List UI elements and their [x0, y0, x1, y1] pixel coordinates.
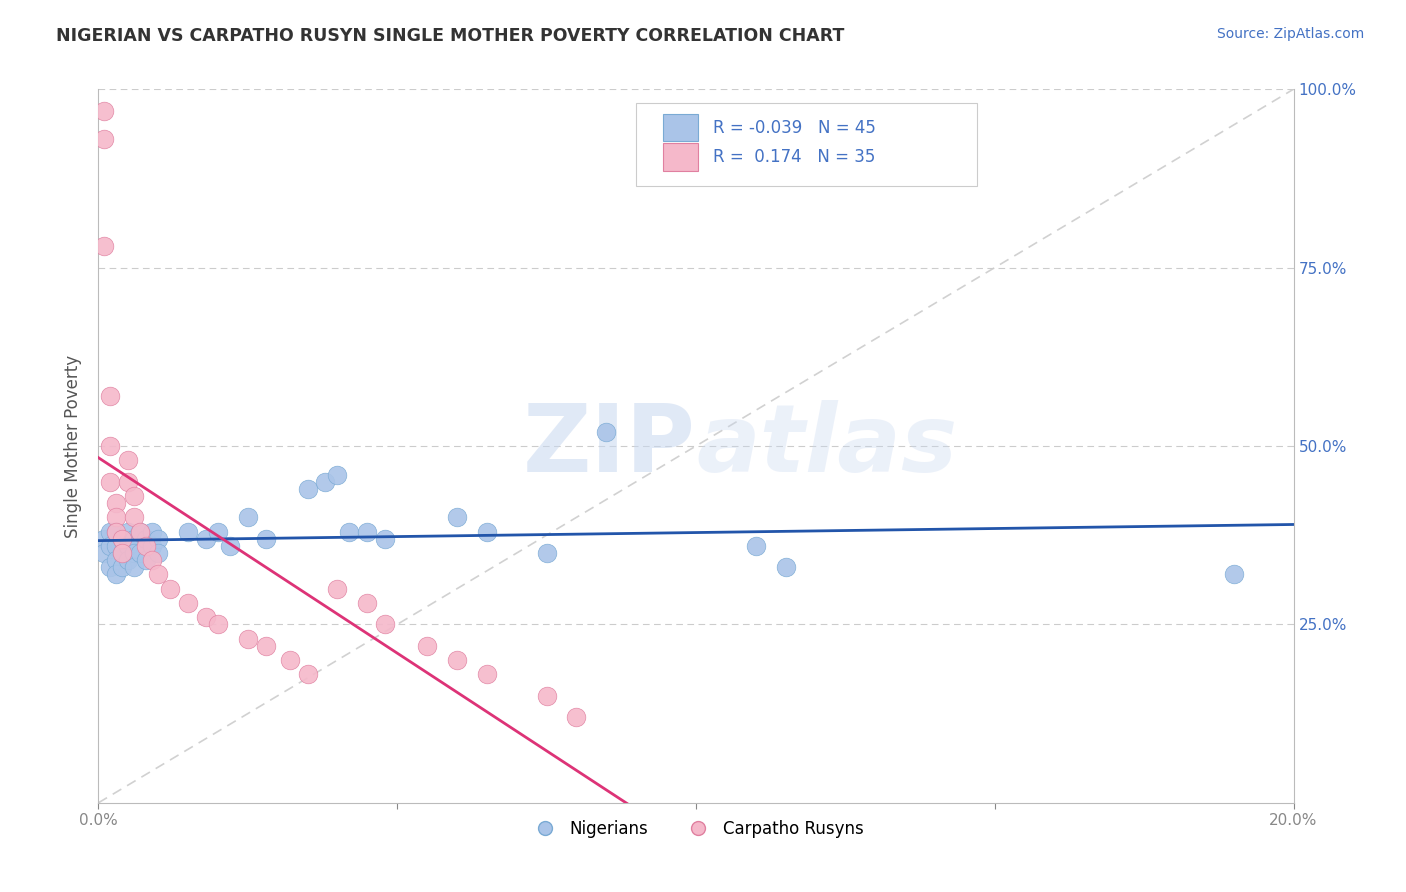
Carpatho Rusyns: [297, 667, 319, 681]
Carpatho Rusyns: [93, 103, 115, 118]
Nigerians: [117, 553, 139, 567]
Nigerians: [111, 546, 134, 560]
Carpatho Rusyns: [93, 239, 115, 253]
Nigerians: [326, 467, 349, 482]
Nigerians: [595, 425, 617, 439]
Nigerians: [374, 532, 396, 546]
Text: atlas: atlas: [696, 400, 957, 492]
Carpatho Rusyns: [141, 553, 163, 567]
Nigerians: [98, 560, 122, 574]
Nigerians: [207, 524, 229, 539]
Carpatho Rusyns: [236, 632, 259, 646]
Y-axis label: Single Mother Poverty: Single Mother Poverty: [65, 354, 83, 538]
Nigerians: [177, 524, 200, 539]
Nigerians: [339, 524, 361, 539]
Nigerians: [775, 560, 797, 574]
Nigerians: [141, 539, 163, 553]
Nigerians: [105, 524, 128, 539]
Text: R =  0.174   N = 35: R = 0.174 N = 35: [713, 148, 875, 166]
Nigerians: [135, 532, 157, 546]
Nigerians: [219, 539, 242, 553]
Carpatho Rusyns: [446, 653, 468, 667]
Carpatho Rusyns: [117, 453, 139, 467]
Nigerians: [446, 510, 468, 524]
Nigerians: [141, 524, 163, 539]
Carpatho Rusyns: [111, 532, 134, 546]
Carpatho Rusyns: [195, 610, 218, 624]
Carpatho Rusyns: [124, 510, 146, 524]
Nigerians: [111, 560, 134, 574]
Nigerians: [93, 546, 115, 560]
Carpatho Rusyns: [135, 539, 157, 553]
Nigerians: [315, 475, 337, 489]
Nigerians: [111, 532, 134, 546]
Nigerians: [148, 546, 170, 560]
Nigerians: [254, 532, 277, 546]
Nigerians: [236, 510, 259, 524]
Carpatho Rusyns: [278, 653, 301, 667]
Carpatho Rusyns: [374, 617, 396, 632]
Nigerians: [124, 532, 146, 546]
Carpatho Rusyns: [177, 596, 200, 610]
Nigerians: [117, 524, 139, 539]
Text: ZIP: ZIP: [523, 400, 696, 492]
Carpatho Rusyns: [98, 389, 122, 403]
Nigerians: [148, 532, 170, 546]
Carpatho Rusyns: [93, 132, 115, 146]
Text: R = -0.039   N = 45: R = -0.039 N = 45: [713, 119, 876, 136]
Nigerians: [356, 524, 378, 539]
Carpatho Rusyns: [416, 639, 439, 653]
Carpatho Rusyns: [111, 546, 134, 560]
Carpatho Rusyns: [105, 496, 128, 510]
Nigerians: [105, 553, 128, 567]
Carpatho Rusyns: [565, 710, 588, 724]
Carpatho Rusyns: [326, 582, 349, 596]
FancyBboxPatch shape: [662, 114, 699, 141]
Nigerians: [135, 553, 157, 567]
Nigerians: [297, 482, 319, 496]
Nigerians: [105, 567, 128, 582]
Carpatho Rusyns: [117, 475, 139, 489]
Carpatho Rusyns: [124, 489, 146, 503]
Nigerians: [98, 524, 122, 539]
Nigerians: [124, 560, 146, 574]
Text: Source: ZipAtlas.com: Source: ZipAtlas.com: [1216, 27, 1364, 41]
Carpatho Rusyns: [159, 582, 181, 596]
Carpatho Rusyns: [207, 617, 229, 632]
Carpatho Rusyns: [475, 667, 498, 681]
Carpatho Rusyns: [105, 510, 128, 524]
Carpatho Rusyns: [254, 639, 277, 653]
Nigerians: [98, 539, 122, 553]
Nigerians: [745, 539, 768, 553]
Nigerians: [129, 524, 152, 539]
Carpatho Rusyns: [536, 689, 558, 703]
Nigerians: [1223, 567, 1246, 582]
Legend: Nigerians, Carpatho Rusyns: Nigerians, Carpatho Rusyns: [522, 814, 870, 845]
Nigerians: [475, 524, 498, 539]
Nigerians: [93, 532, 115, 546]
FancyBboxPatch shape: [662, 144, 699, 170]
Carpatho Rusyns: [356, 596, 378, 610]
Nigerians: [124, 546, 146, 560]
Nigerians: [105, 539, 128, 553]
Nigerians: [536, 546, 558, 560]
Nigerians: [129, 546, 152, 560]
FancyBboxPatch shape: [637, 103, 977, 186]
Text: NIGERIAN VS CARPATHO RUSYN SINGLE MOTHER POVERTY CORRELATION CHART: NIGERIAN VS CARPATHO RUSYN SINGLE MOTHER…: [56, 27, 845, 45]
Carpatho Rusyns: [105, 524, 128, 539]
Carpatho Rusyns: [98, 439, 122, 453]
Carpatho Rusyns: [148, 567, 170, 582]
Nigerians: [195, 532, 218, 546]
Carpatho Rusyns: [98, 475, 122, 489]
Nigerians: [117, 539, 139, 553]
Carpatho Rusyns: [129, 524, 152, 539]
